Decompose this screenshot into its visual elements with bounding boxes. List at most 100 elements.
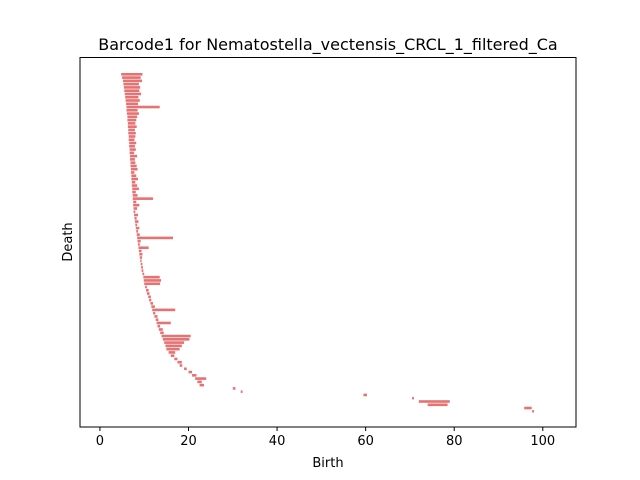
barcode-bar <box>192 374 197 377</box>
barcode-bar <box>125 99 140 102</box>
barcode-bar <box>146 292 150 295</box>
barcode-bar <box>232 387 236 390</box>
barcode-bar <box>127 125 137 128</box>
barcode-bar <box>154 315 158 318</box>
barcode-bar <box>177 360 182 364</box>
barcode-bar <box>137 236 173 240</box>
barcode-bar <box>152 308 176 312</box>
barcode-bar <box>144 282 161 286</box>
barcode-bar <box>143 279 162 282</box>
barcode-bar <box>155 318 159 322</box>
y-axis-label: Death <box>61 222 76 261</box>
barcode-bar <box>363 393 367 397</box>
barcode-bar <box>134 220 139 223</box>
x-tick-label: 0 <box>96 434 104 449</box>
barcode-bar <box>132 194 138 197</box>
barcode-bar <box>121 73 143 76</box>
barcode-bar <box>135 223 138 227</box>
barcode-bar <box>418 400 450 403</box>
barcode-bar <box>128 128 135 132</box>
x-tick-label: 20 <box>180 434 197 449</box>
barcode-bar <box>135 226 140 230</box>
barcode-bar <box>143 275 160 279</box>
barcode-bar <box>142 272 145 276</box>
barcode-bar <box>122 79 142 83</box>
barcode-bar <box>138 246 149 250</box>
barcode-bar <box>184 367 187 371</box>
barcode-bar <box>127 122 136 125</box>
barcode-bar <box>132 187 139 191</box>
barcode-bar <box>188 370 193 374</box>
barcode-bar <box>524 406 532 410</box>
barcode-bar <box>145 288 149 292</box>
barcode-bar <box>129 141 137 145</box>
barcode-bar <box>164 341 185 344</box>
barcode-bar <box>130 164 137 168</box>
barcode-bar <box>140 259 142 263</box>
barcode-bar <box>168 351 176 354</box>
barcode-bar <box>179 364 183 367</box>
barcode-bar <box>141 266 143 269</box>
barcode-bar <box>130 167 138 171</box>
x-tick-label: 40 <box>269 434 286 449</box>
barcode-bar <box>127 118 137 122</box>
x-tick-label: 80 <box>446 434 463 449</box>
barcode-bar <box>131 180 136 184</box>
barcode-bar <box>166 347 180 351</box>
barcode-bar <box>160 331 164 335</box>
barcode-bar <box>129 151 135 155</box>
x-ticks: 0 20 40 60 80 100 <box>96 427 555 449</box>
barcode-bar <box>161 334 191 338</box>
barcode-bar <box>134 213 139 217</box>
barcode-bar <box>126 102 139 106</box>
barcode-bar <box>139 256 142 259</box>
barcode-bar <box>197 380 202 384</box>
barcode-bar <box>127 115 138 119</box>
barcode-bar <box>123 82 139 86</box>
barcode-bar <box>134 216 137 220</box>
barcode-bar <box>126 105 160 109</box>
barcode-bar <box>132 197 154 200</box>
barcode-bar <box>139 252 143 256</box>
barcode-bar <box>151 305 155 308</box>
barcode-bar <box>128 131 136 135</box>
barcode-bar <box>131 177 139 181</box>
barcode-bar <box>130 171 135 174</box>
barcode-bar <box>174 357 178 361</box>
barcode-bar <box>125 95 139 99</box>
barcode-bar <box>128 138 135 142</box>
barcode-bar <box>145 285 147 289</box>
barcode-bar <box>130 154 138 158</box>
x-tick-label: 60 <box>357 434 374 449</box>
barcode-bar <box>133 207 138 210</box>
barcode-bar <box>150 302 154 305</box>
barcode-bar <box>132 190 136 194</box>
barcode-bar <box>153 311 156 315</box>
barcode-bar <box>133 203 140 207</box>
barcode-bar <box>131 184 138 187</box>
barcode-bar <box>130 158 135 161</box>
barcode-bar <box>124 92 142 96</box>
barcode-bar <box>199 383 204 387</box>
barcode-bar <box>148 295 151 299</box>
barcode-bar <box>138 243 140 246</box>
barcode-bar <box>137 239 141 243</box>
barcode-bar <box>138 249 142 253</box>
barcode-bar <box>427 403 448 407</box>
barcode-bar <box>126 112 139 115</box>
barcode-bar <box>122 76 141 79</box>
barcode-bar <box>131 174 137 178</box>
barcode-bar <box>158 328 163 331</box>
barcode-bar <box>532 410 534 413</box>
barcode-bar <box>130 161 136 164</box>
barcode-bar <box>129 148 136 151</box>
barcode-bar <box>156 321 171 325</box>
barcode-bar <box>195 377 207 380</box>
barcode-bar <box>149 298 152 302</box>
barcode-bar <box>170 354 175 357</box>
bars-layer <box>121 73 534 413</box>
barcode-bar <box>136 230 139 233</box>
barcode-bar <box>165 344 182 348</box>
